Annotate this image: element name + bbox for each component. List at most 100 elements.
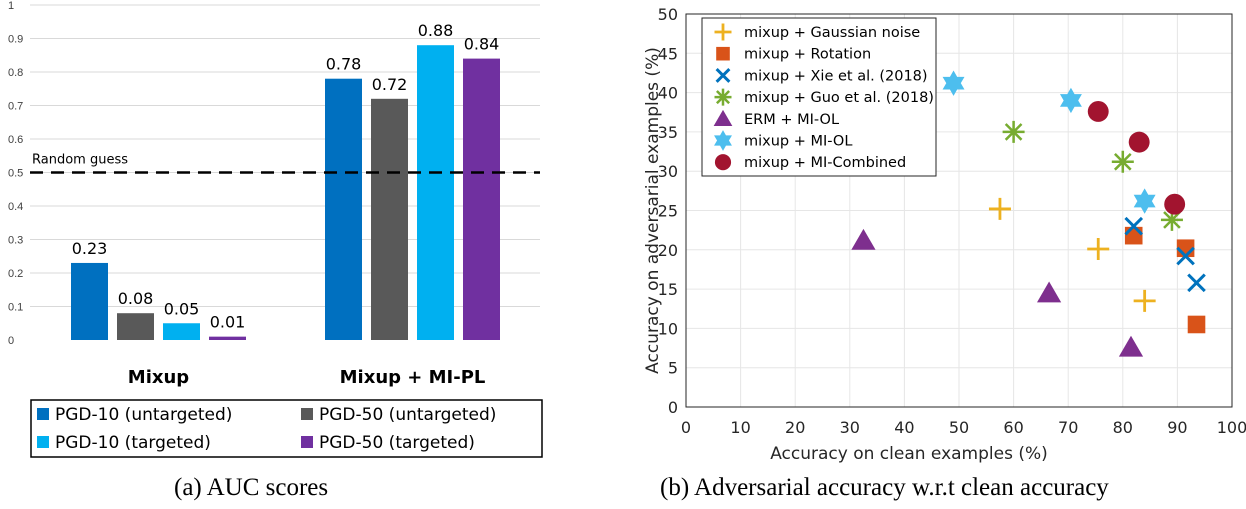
scatter-ytick-label: 35 [658,123,678,142]
bar [71,262,108,340]
bar-data-label: 0.23 [72,239,108,258]
scatter-point [1164,193,1186,215]
scatter-point [1111,150,1134,173]
scatter-legend-label: mixup + Xie et al. (2018) [744,68,928,84]
scatter-legend-label: mixup + Rotation [744,47,871,63]
scatter-ytick-label: 30 [658,162,678,181]
scatter-xtick-label: 100 [1217,418,1246,437]
bar-legend-swatch [301,408,313,420]
scatter-legend-label: ERM + MI-OL [744,112,839,128]
scatter-point [1133,289,1156,312]
bar [325,78,362,340]
scatter-ytick-label: 10 [658,319,678,338]
bar [417,45,454,340]
scatter-point [1118,335,1144,357]
scatter-point [1124,216,1144,236]
scatter-point [1002,120,1025,143]
scatter-ytick-label: 45 [658,44,678,63]
scatter-point [1087,101,1109,122]
scatter-point [1176,246,1195,266]
scatter-ytick-label: 50 [658,5,678,24]
bar-legend-swatch [37,436,49,448]
scatter-ylabel: Accuracy on adversarial examples (%) [643,47,663,374]
scatter-chart: 0 10 20 30 40 50 60 70 80 90 100 0 5 10 15 20 25 30 35 40 45… [643,5,1246,464]
scatter-legend-marker [713,109,733,127]
bar-data-label: 0.88 [418,21,454,40]
bar-data-label: 0.01 [210,313,246,332]
bar-category-label: Mixup + MI-PL [340,367,486,388]
scatter-point [1087,238,1110,261]
bar-legend-box [30,399,543,458]
bar [209,336,246,340]
scatter-xtick-label: 90 [1167,418,1187,437]
bar-ytick-label: 0.1 [8,302,23,314]
scatter-legend-marker [716,46,730,61]
scatter-legend-marker [714,130,732,151]
scatter-point [988,197,1011,220]
bar-ytick-label: 1 [8,0,14,12]
scatter-point [1059,87,1082,114]
bar-data-label: 0.84 [464,35,500,54]
bar [117,313,154,340]
caption-right: (b) Adversarial accuracy w.r.t clean acc… [660,474,1109,501]
bar-ytick-label: 0.8 [8,67,23,79]
scatter-xtick-label: 80 [1113,418,1133,437]
bar-chart: 0 0.1 0.2 0.3 0.4 0.5 0.6 0.7 0.8 0.9 1 0.23 0.78 0.0… [8,0,543,458]
scatter-legend-marker [714,88,732,106]
bar-data-label: 0.78 [326,55,362,74]
bar-legend-label: PGD-50 (untargeted) [319,405,496,425]
scatter-legend-label: mixup + MI-Combined [744,155,906,171]
scatter-ytick-label: 25 [658,202,678,221]
bar-ytick-label: 0.6 [8,134,23,146]
bar [463,58,500,340]
scatter-point [851,228,876,250]
bar-legend-label: PGD-50 (targeted) [319,433,475,453]
scatter-point [1036,281,1062,303]
bar-legend-label: PGD-10 (untargeted) [55,405,232,425]
scatter-legend-marker [715,67,731,83]
bar-legend-swatch [301,436,313,448]
scatter-ytick-label: 15 [658,280,678,299]
scatter-legend-marker [714,23,732,41]
bar-legend-label: PGD-10 (targeted) [55,433,211,453]
scatter-xtick-label: 60 [1003,418,1023,437]
scatter-xtick-label: 50 [949,418,969,437]
scatter-legend-box [701,17,937,177]
scatter-point [1187,315,1206,334]
bar-category-label: Mixup [128,367,190,388]
scatter-legend-label: mixup + Gaussian noise [744,25,920,41]
scatter-ytick-label: 20 [658,241,678,260]
scatter-xtick-label: 20 [785,418,805,437]
bar-legend-swatch [37,408,49,420]
scatter-legend-marker [714,154,732,171]
bar [163,323,200,340]
scatter-point [1160,208,1183,231]
bar-data-label: 0.72 [372,75,408,94]
caption-left: (a) AUC scores [174,474,329,501]
scatter-ytick-label: 5 [668,359,678,378]
scatter-xtick-label: 0 [681,418,691,437]
scatter-legend-label: mixup + Guo et al. (2018) [744,90,934,106]
scatter-xtick-label: 10 [730,418,750,437]
bar-data-label: 0.05 [164,299,200,318]
bar [371,98,408,340]
scatter-legend-label: mixup + MI-OL [744,134,852,150]
scatter-point [1133,188,1156,214]
scatter-xtick-label: 30 [840,418,860,437]
bar-ytick-label: 0.9 [8,34,23,46]
scatter-point [942,70,965,96]
scatter-point [1124,226,1143,245]
scatter-axes-box [685,13,1233,408]
scatter-xtick-label: 70 [1058,418,1078,437]
scatter-point [1128,131,1150,153]
scatter-xtick-label: 40 [894,418,914,437]
bar-ytick-label: 0.4 [8,201,23,213]
bar-ytick-label: 0.7 [8,101,23,113]
bar-ytick-label: 0.5 [8,168,23,180]
bar-ytick-label: 0 [8,335,14,347]
bar-ytick-label: 0.3 [8,235,23,247]
scatter-ytick-label: 40 [658,84,678,103]
scatter-ytick-label: 0 [668,398,678,417]
scatter-xlabel: Accuracy on clean examples (%) [770,444,1048,464]
bar-ytick-label: 0.2 [8,268,23,280]
